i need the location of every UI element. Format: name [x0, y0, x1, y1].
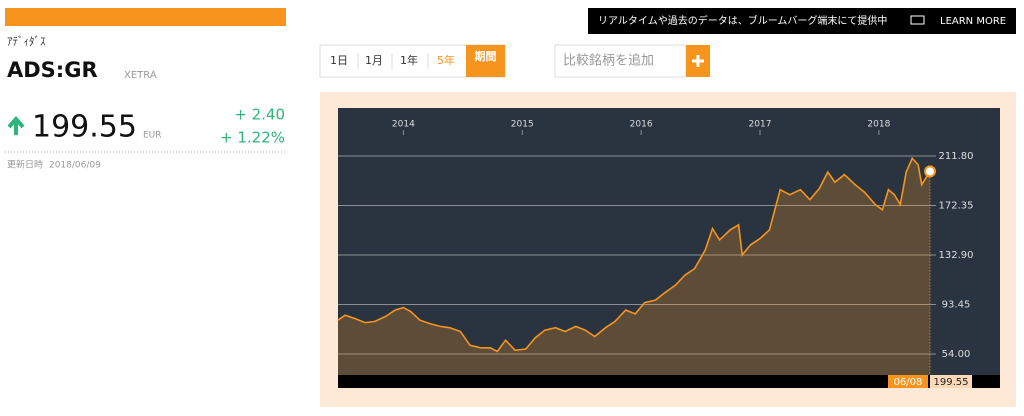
range-button[interactable]: 5年 — [437, 53, 455, 67]
updated-label: 更新日時 — [7, 159, 43, 171]
x-tick-label: 2016 — [630, 120, 653, 130]
price-area — [338, 158, 930, 375]
range-button[interactable]: 期間 — [475, 49, 497, 63]
y-tick-label: 132.90 — [939, 250, 974, 261]
banner-text: リアルタイムや過去のデータは、ブルームバーグ端末にて提供中 — [598, 14, 887, 27]
x-tick-label: 2018 — [867, 120, 890, 130]
currency: EUR — [143, 131, 162, 141]
y-tick-label: 93.45 — [942, 300, 971, 311]
up-arrow — [7, 115, 25, 135]
time-bar — [338, 375, 1000, 388]
price-line — [337, 156, 931, 353]
terminal-icon — [910, 15, 925, 25]
x-tick-label: 2014 — [392, 120, 415, 130]
add-icon — [692, 55, 704, 67]
x-tick-label: 2017 — [749, 120, 772, 130]
x-tick-label: 2015 — [511, 120, 534, 130]
value-tag — [930, 375, 972, 388]
range-button[interactable]: 1年 — [400, 53, 418, 67]
date-tag-label: 06/08 — [894, 377, 923, 388]
y-tick-label: 172.35 — [939, 201, 974, 212]
value-tag-label: 199.55 — [934, 377, 969, 388]
y-tick-label: 54.00 — [942, 349, 971, 360]
brand-bar — [5, 8, 286, 26]
range-button-active[interactable] — [466, 45, 505, 77]
change-pct: + 1.22% — [220, 129, 285, 147]
banner[interactable] — [588, 8, 1016, 34]
last-point — [924, 165, 936, 178]
compare-placeholder: 比較銘柄を追加 — [563, 53, 654, 69]
range-button[interactable]: 1日 — [330, 54, 348, 67]
y-tick-label: 211.80 — [939, 151, 974, 162]
learn-more[interactable]: LEARN MORE — [940, 16, 1006, 27]
price: 199.55 — [32, 110, 137, 145]
company-name: ｱﾃﾞｨﾀﾞｽ — [7, 35, 46, 48]
updated-date: 2018/06/09 — [49, 161, 101, 171]
compare-input[interactable] — [554, 44, 687, 78]
ticker: ADS:GR — [7, 58, 98, 82]
exchange: XETRA — [124, 70, 157, 81]
change: + 2.40 — [234, 106, 285, 124]
range-button[interactable]: 1月 — [365, 54, 383, 67]
chart-area — [338, 108, 1000, 388]
date-tag — [888, 375, 928, 388]
